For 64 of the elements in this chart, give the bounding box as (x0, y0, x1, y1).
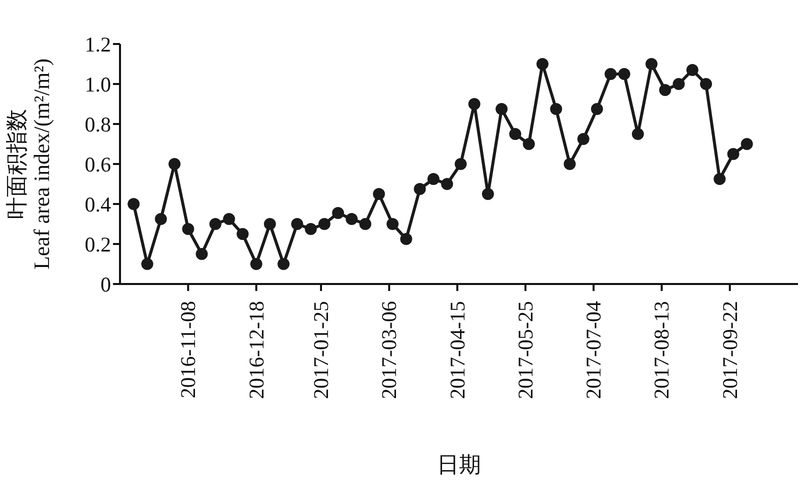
x-axis-title: 日期 (437, 452, 481, 477)
point (441, 178, 454, 190)
point (482, 188, 494, 200)
y-tick-label: 0 (100, 272, 111, 296)
point (672, 78, 685, 90)
x-tick-label: 2017-09-22 (718, 301, 742, 399)
point (400, 233, 412, 245)
x-tick-label: 2016-12-18 (244, 301, 268, 399)
point (427, 173, 440, 185)
point (604, 68, 617, 80)
point (577, 133, 590, 145)
x-tick-label: 2016-11-08 (176, 301, 200, 398)
point (209, 218, 222, 230)
x-tick-label: 2017-04-15 (445, 301, 470, 399)
point (522, 138, 535, 150)
point (740, 138, 753, 150)
y-tick-label: 0.6 (84, 152, 111, 176)
point (536, 58, 548, 70)
point (386, 218, 399, 230)
point (659, 84, 672, 96)
point (550, 103, 562, 115)
point (645, 58, 658, 70)
point (564, 158, 576, 170)
point (154, 213, 167, 225)
point (714, 173, 726, 185)
y-tick-label: 0.4 (84, 192, 112, 216)
point (236, 228, 249, 240)
point (346, 213, 358, 225)
point (632, 128, 644, 140)
y-tick-label: 0.8 (84, 112, 111, 136)
point (291, 218, 304, 230)
point (318, 218, 330, 230)
y-tick-label: 1.2 (84, 32, 111, 56)
point (182, 223, 194, 235)
point (264, 218, 276, 230)
point (618, 68, 630, 80)
point (686, 64, 698, 76)
point (454, 158, 467, 170)
y-tick-label: 1.0 (84, 72, 111, 96)
point (304, 223, 317, 235)
point (223, 213, 236, 225)
x-tick-label: 2017-01-25 (309, 301, 334, 399)
point (590, 103, 603, 115)
point (196, 248, 208, 260)
point (278, 258, 290, 270)
point (727, 148, 740, 160)
point (332, 207, 344, 219)
point (250, 258, 262, 270)
x-tick-label: 2017-07-04 (582, 300, 606, 399)
point (372, 188, 385, 200)
point (128, 198, 140, 210)
point (468, 98, 480, 110)
point (700, 78, 712, 90)
point (509, 128, 522, 140)
x-tick-label: 2017-03-06 (377, 301, 402, 399)
point (141, 258, 154, 270)
y-tick-label: 0.2 (84, 232, 111, 256)
point (496, 103, 508, 115)
x-tick-label: 2017-08-13 (650, 301, 674, 399)
y-axis-title: 叶面积指数 Leaf area index/(m²/m²) (4, 58, 54, 270)
point (168, 158, 181, 170)
point (414, 183, 426, 195)
point (359, 218, 372, 230)
x-tick-label: 2017-05-25 (513, 301, 538, 399)
